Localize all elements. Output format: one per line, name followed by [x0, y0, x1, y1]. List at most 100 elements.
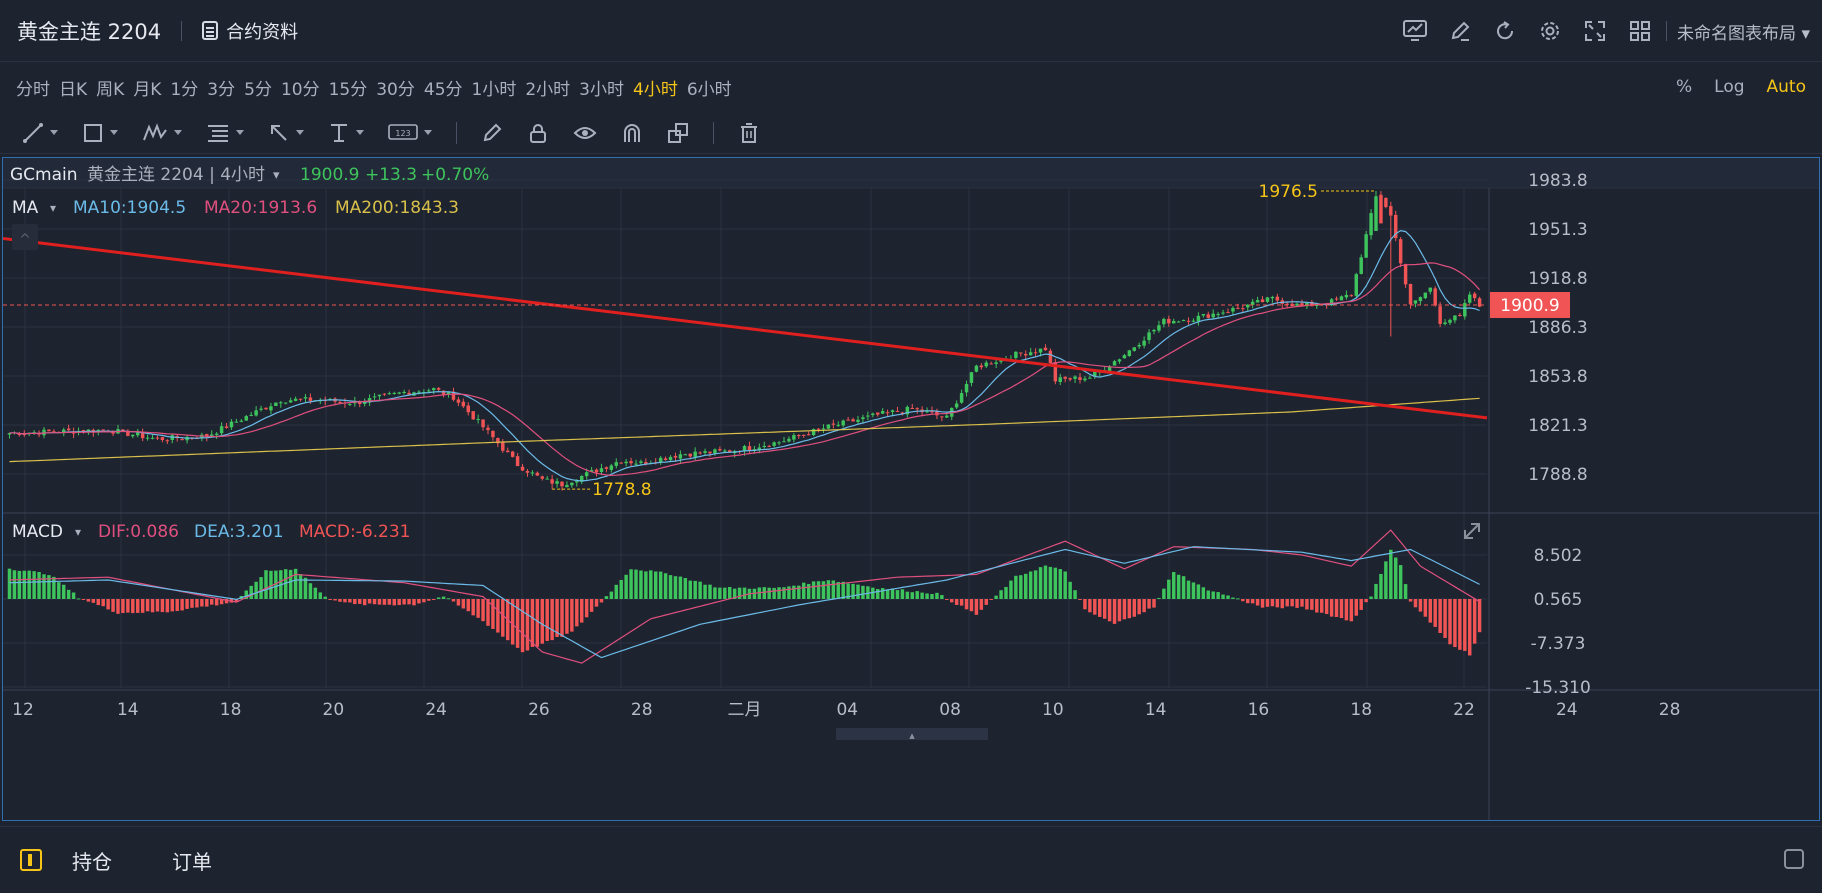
arrow-tool[interactable] — [268, 122, 304, 144]
measure-tool[interactable] — [328, 122, 364, 144]
clone-tool[interactable] — [667, 122, 689, 144]
brush-tool[interactable] — [481, 122, 503, 144]
magnet-tool[interactable] — [621, 122, 643, 144]
macd-bar-280 — [1389, 549, 1393, 599]
period-5[interactable]: 3分 — [207, 79, 236, 100]
period-14[interactable]: 4小时 — [633, 79, 678, 100]
candle-body-126 — [629, 461, 633, 464]
candle-body-60 — [303, 397, 308, 399]
tab-orders[interactable]: 订单 — [172, 849, 212, 874]
candle-body-214 — [1063, 376, 1067, 379]
refresh-icon[interactable] — [1482, 11, 1527, 51]
period-1[interactable]: 日K — [59, 79, 88, 100]
macd-bar-241 — [1196, 584, 1201, 599]
layout-grid-icon[interactable] — [1617, 11, 1662, 51]
macd-bar-244 — [1211, 591, 1215, 599]
candle-body-125 — [624, 461, 628, 464]
macd-bar-92 — [461, 599, 466, 609]
period-9[interactable]: 30分 — [376, 79, 415, 100]
log-scale-button[interactable]: Log — [1714, 77, 1745, 97]
percent-scale-button[interactable]: % — [1675, 77, 1693, 97]
pattern-tool[interactable] — [142, 122, 182, 144]
visibility-tool[interactable] — [573, 122, 597, 144]
period-11[interactable]: 1小时 — [471, 79, 517, 100]
candle-body-283 — [1403, 264, 1408, 285]
toolbar-divider — [456, 121, 457, 144]
period-3[interactable]: 月K — [133, 79, 162, 100]
candle-body-102 — [510, 451, 515, 457]
macd-bar-208 — [1033, 570, 1038, 599]
copy-icon — [668, 122, 688, 143]
macd-bar-62 — [313, 587, 318, 599]
period-0[interactable]: 分时 — [16, 79, 50, 100]
macd-bar-154 — [767, 587, 771, 599]
candle-body-225 — [1117, 359, 1122, 362]
candle-body-242 — [1201, 314, 1206, 316]
macd-bar-76 — [382, 599, 387, 605]
macd-bar-136 — [678, 576, 683, 599]
macd-bar-52 — [264, 570, 268, 599]
macd-bar-156 — [777, 587, 781, 599]
lock-tool[interactable] — [527, 122, 549, 144]
annotation-tool[interactable]: 123 — [388, 122, 432, 144]
rectangle-tool[interactable] — [82, 122, 118, 144]
macd-dea-legend: DEA:3.201 — [194, 522, 284, 542]
candle-body-193 — [959, 393, 964, 403]
macd-bar-78 — [392, 599, 396, 606]
candle-body-80 — [402, 391, 406, 393]
ma10-line — [9, 229, 1480, 482]
period-13[interactable]: 3小时 — [579, 79, 624, 100]
candle-body-233 — [1157, 325, 1161, 331]
period-10[interactable]: 45分 — [423, 79, 463, 100]
instrument-title: 黄金主连 2204 — [17, 19, 162, 44]
fib-tool[interactable] — [206, 122, 244, 144]
legend-strip — [3, 158, 1819, 188]
legend-caret-icon: ▾ — [273, 168, 280, 183]
candle-body-123 — [614, 462, 618, 466]
candle-body-53 — [269, 406, 273, 411]
chart-panel[interactable]: 1983.8 1951.3 1918.8 1886.3 1853.8 1821.3 1788… — [2, 157, 1820, 821]
macd-bar-232 — [1152, 599, 1156, 608]
candle-body-261 — [1295, 303, 1299, 306]
period-15[interactable]: 6小时 — [686, 79, 732, 100]
tab-positions[interactable]: 持仓 — [72, 849, 112, 874]
positions-icon[interactable] — [20, 849, 42, 871]
trend-line-tool[interactable] — [22, 122, 58, 144]
candle-body-114 — [570, 482, 574, 486]
auto-scale-button[interactable]: Auto — [1766, 77, 1806, 97]
period-2[interactable]: 周K — [96, 79, 125, 100]
period-6[interactable]: 5分 — [244, 79, 272, 100]
macd-bar-245 — [1216, 592, 1220, 599]
candle-body-109 — [545, 478, 549, 480]
macd-bar-217 — [1078, 599, 1082, 600]
contract-info-button[interactable]: 合约资料 — [202, 18, 298, 44]
candle-body-104 — [520, 466, 525, 471]
macd-bar-27 — [140, 599, 145, 613]
candle-body-24 — [126, 430, 130, 436]
candle-body-54 — [274, 402, 278, 406]
period-4[interactable]: 1分 — [170, 79, 199, 100]
panel-toggle-icon[interactable] — [1784, 849, 1804, 869]
collapse-chevron-icon: ^ — [19, 232, 31, 248]
price-tick-0: 1983.8 — [1528, 171, 1587, 191]
macd-bar-102 — [510, 599, 515, 645]
candle-body-156 — [777, 442, 781, 444]
settings-gear-icon[interactable] — [1527, 11, 1572, 51]
delete-tool[interactable] — [738, 122, 760, 144]
candle-body-154 — [767, 445, 771, 447]
macd-bar-285 — [1413, 599, 1418, 608]
scale-options: % Log Auto — [1654, 64, 1806, 110]
candle-body-30 — [155, 437, 160, 439]
candlestick-chart[interactable]: 1983.8 1951.3 1918.8 1886.3 1853.8 1821.3 1788… — [3, 158, 1819, 820]
macd-bar-197 — [979, 599, 984, 610]
layout-selector[interactable]: 未命名图表布局 ▾ — [1677, 19, 1810, 44]
header-tools: 未命名图表布局 ▾ — [1392, 0, 1810, 62]
period-8[interactable]: 15分 — [328, 79, 368, 100]
candle-body-71 — [358, 402, 362, 405]
draw-edit-icon[interactable] — [1437, 11, 1482, 51]
indicator-chart-icon[interactable] — [1392, 11, 1437, 51]
period-7[interactable]: 10分 — [280, 79, 320, 100]
period-12[interactable]: 2小时 — [525, 79, 571, 100]
macd-bar-262 — [1300, 599, 1304, 607]
fullscreen-icon[interactable] — [1572, 11, 1617, 51]
